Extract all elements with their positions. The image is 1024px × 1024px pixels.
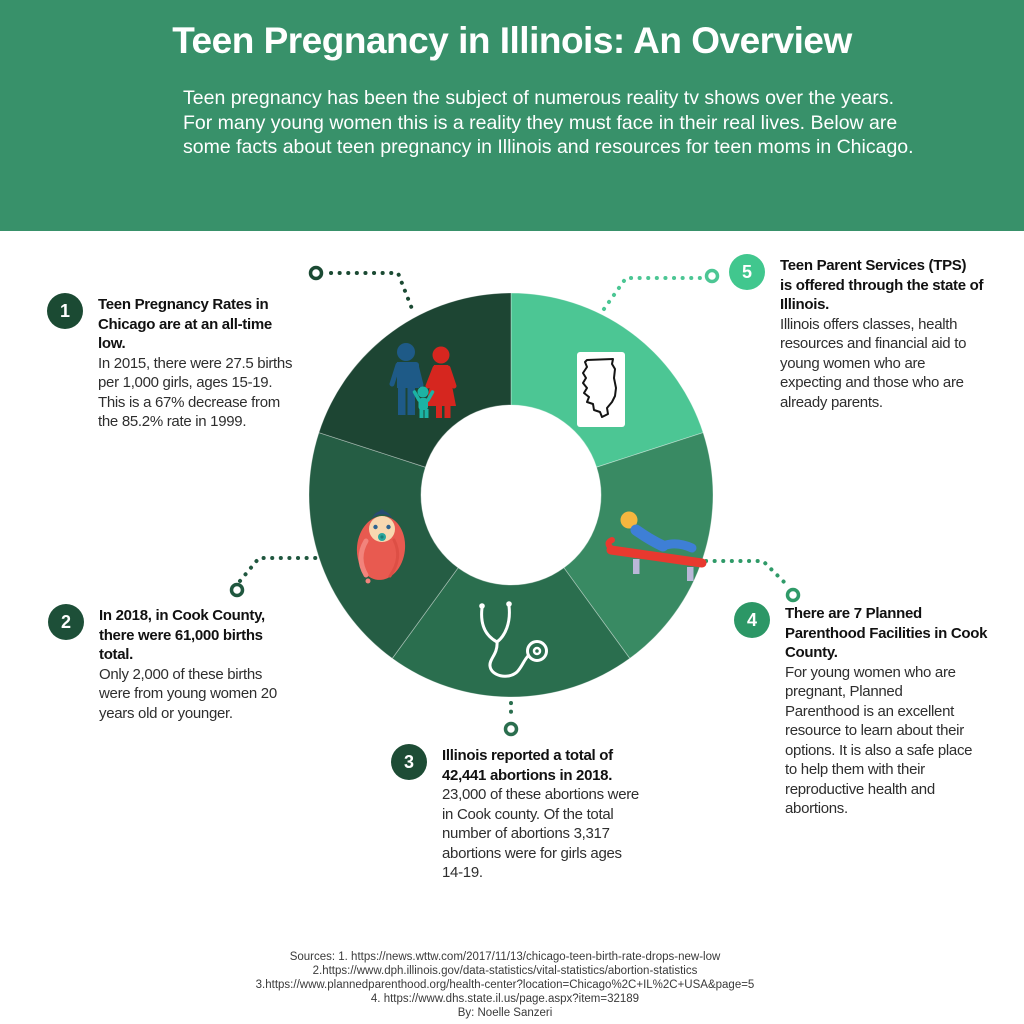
callout-4-body-line: reproductive health and [785, 780, 935, 798]
intro-line: Teen pregnancy has been the subject of n… [183, 87, 895, 109]
source-line: 2.https://www.dph.illinois.gov/data-stat… [312, 964, 698, 977]
donut-segment-abortions-2018 [391, 567, 631, 698]
callout-2-title-line: In 2018, in Cook County, [99, 607, 265, 624]
callout-1: 1 Teen Pregnancy Rates in Chicago are at a… [47, 293, 292, 432]
family-icon [389, 343, 457, 418]
callout-4-body-line: pregnant, Planned [785, 683, 903, 700]
callout-4-text: There are 7 Planned Parenthood Facilities… [785, 602, 987, 819]
callout-3-body-line: in Cook county. Of the total [442, 805, 614, 823]
callout-3-title-line: Illinois reported a total of [442, 747, 613, 764]
reclining-person-icon [605, 511, 707, 581]
callout-2-number-badge: 2 [48, 604, 84, 640]
stethoscope-icon [479, 601, 548, 678]
leader-line-1 [329, 271, 416, 316]
callout-5: 5 Teen Parent Services (TPS) is offered th… [729, 254, 984, 412]
callout-5-body-line: Illinois offers classes, health [780, 315, 958, 333]
callout-5-title-line: is offered through the state of [780, 276, 984, 294]
leader-ring-1 [308, 265, 324, 281]
header-band: Teen Pregnancy in Illinois: An Overview … [0, 0, 1024, 231]
callout-1-body-line: the 85.2% rate in 1999. [98, 413, 247, 430]
callout-2-body-line: were from young women 20 [99, 685, 277, 702]
callout-4-title-line: County. [785, 644, 838, 661]
callout-4-title-line: Parenthood Facilities in Cook [785, 624, 988, 642]
callout-2-title-line: there were 61,000 births [99, 626, 263, 644]
callout-4-body-line: options. It is also a safe place [785, 741, 973, 759]
illinois-map-icon [577, 352, 625, 427]
callout-1-title-line: Teen Pregnancy Rates in [98, 296, 269, 313]
leader-ring-5 [704, 268, 720, 284]
page-title: Teen Pregnancy in Illinois: An Overview [172, 20, 852, 61]
callout-5-number-badge: 5 [729, 254, 765, 290]
callout-5-title-line: Teen Parent Services (TPS) [780, 257, 967, 274]
swaddled-baby-icon [356, 509, 406, 584]
callout-3-title-line: 42,441 abortions in 2018. [442, 766, 613, 784]
callout-1-title-line: Chicago are at an all-time [98, 315, 272, 333]
byline: By: Noelle Sanzeri [457, 1006, 553, 1019]
callout-3-body-line: 23,000 of these abortions were [442, 786, 639, 803]
intro-line: For many young women this is a reality t… [183, 111, 898, 134]
callout-2-body-line: Only 2,000 of these births [99, 665, 263, 683]
callout-2-body-line: years old or younger. [99, 704, 233, 722]
callout-5-body-line: expecting and those who are [780, 374, 964, 391]
callout-3: 3 Illinois reported a total of 42,441 abor… [391, 744, 639, 883]
callout-4-body-line: to help them with their [785, 761, 925, 778]
callout-5-text: Teen Parent Services (TPS) is offered thr… [780, 254, 984, 412]
callout-4-body-line: abortions. [785, 800, 848, 817]
callout-5-body-line: resources and financial aid to [780, 335, 967, 352]
intro-paragraph: Teen pregnancy has been the subject of n… [183, 86, 914, 160]
callout-2-title-line: total. [99, 646, 134, 663]
leader-line-4 [704, 559, 790, 588]
leader-line-5 [602, 276, 708, 311]
sources-footer: Sources: 1. https://news.wttw.com/2017/1… [0, 951, 1010, 1021]
callout-1-number-badge: 1 [47, 293, 83, 329]
callout-2-text: In 2018, in Cook County, there were 61,00… [99, 604, 277, 723]
callout-4-title-line: There are 7 Planned [785, 605, 922, 622]
intro-line: some facts about teen pregnancy in Illin… [183, 136, 914, 159]
callout-4-body-line: For young women who are [785, 663, 956, 681]
callout-3-body-line: abortions were for girls ages [442, 844, 622, 862]
callout-3-body-line: 14-19. [442, 864, 483, 881]
source-line: Sources: 1. https://news.wttw.com/2017/1… [289, 951, 721, 963]
callout-3-number-badge: 3 [391, 744, 427, 780]
leader-ring-4 [785, 587, 801, 603]
callout-3-text: Illinois reported a total of 42,441 abort… [442, 744, 639, 883]
callout-1-text: Teen Pregnancy Rates in Chicago are at an… [98, 293, 292, 432]
callout-5-body-line: already parents. [780, 393, 883, 411]
leader-line-2 [238, 556, 318, 583]
callout-3-body-line: number of abortions 3,317 [442, 825, 610, 842]
callout-4-number-badge: 4 [734, 602, 770, 638]
leader-ring-2 [229, 582, 245, 598]
callout-5-title-line: Illinois. [780, 296, 829, 313]
callout-4: 4 There are 7 Planned Parenthood Facilitie… [734, 602, 987, 819]
leader-ring-3 [503, 721, 519, 737]
source-line: 4. https://www.dhs.state.il.us/page.aspx… [370, 992, 640, 1005]
donut-segment-planned-parenthood [563, 432, 714, 659]
source-line: 3.https://www.plannedparenthood.org/heal… [255, 978, 755, 991]
callout-1-body-line: This is a 67% decrease from [98, 393, 280, 411]
callout-1-title-line: low. [98, 335, 126, 352]
callout-4-body-line: Parenthood is an excellent [785, 702, 954, 720]
callout-2: 2 In 2018, in Cook County, there were 61,0… [48, 604, 277, 723]
callout-4-body-line: resource to learn about their [785, 722, 964, 739]
callout-1-body-line: In 2015, there were 27.5 births [98, 354, 293, 372]
callout-1-body-line: per 1,000 girls, ages 15-19. [98, 374, 273, 391]
callout-5-body-line: young women who are [780, 354, 926, 372]
